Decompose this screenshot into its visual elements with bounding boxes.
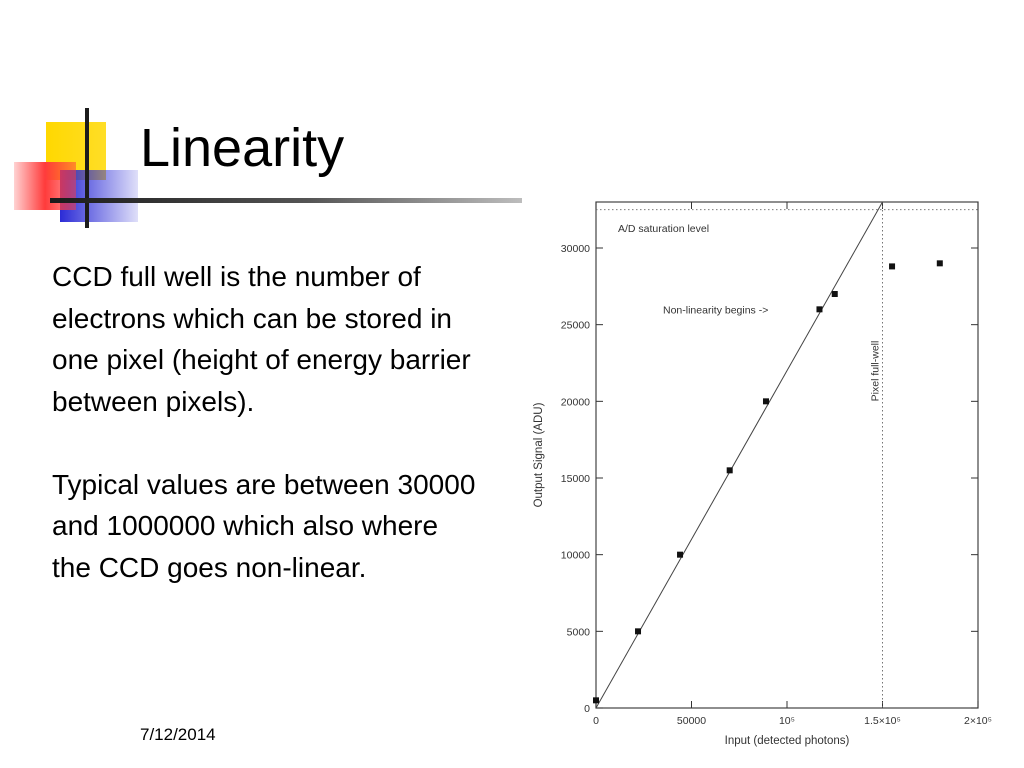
- y-tick-label: 5000: [567, 626, 591, 638]
- y-tick-label: 20000: [561, 396, 590, 408]
- y-tick-label: 25000: [561, 320, 590, 332]
- data-point: [936, 260, 943, 267]
- plot-frame: [595, 201, 979, 709]
- paragraph-typical-values: Typical values are between 30000 and 100…: [52, 468, 476, 583]
- y-tick-label: 0: [584, 703, 590, 715]
- x-tick-label: 50000: [677, 715, 706, 727]
- x-axis-label: Input (detected photons): [725, 735, 850, 747]
- data-point: [831, 291, 838, 297]
- slide-body: CCD full well is the number of electrons…: [52, 256, 482, 588]
- x-tick-label: 10⁵: [779, 715, 795, 727]
- slide-date: 7/12/2014: [140, 725, 216, 744]
- slide-title: Linearity: [140, 118, 345, 178]
- fit-line: [595, 201, 883, 709]
- title-decoration: [14, 108, 138, 228]
- vertical-bar: [85, 108, 89, 228]
- y-axis-label: Output Signal (ADU): [533, 402, 545, 507]
- data-point: [816, 306, 823, 313]
- data-point: [726, 467, 733, 474]
- x-tick-label: 0: [593, 715, 599, 727]
- linearity-plot: 0 5000 10000 15000 20000 25000 30000 0 50000 10⁵ 1…: [533, 201, 992, 747]
- data-point: [677, 551, 684, 558]
- saturation-label: A/D saturation level: [618, 223, 709, 235]
- y-tick-label: 15000: [561, 473, 590, 485]
- nonlinearity-label: Non-linearity begins ->: [663, 304, 768, 316]
- data-point: [762, 398, 769, 405]
- paragraph-full-well: CCD full well is the number of electrons…: [52, 261, 471, 417]
- data-point: [635, 628, 642, 635]
- y-tick-label: 10000: [561, 550, 590, 562]
- x-tick-label: 2×10⁵: [964, 715, 992, 727]
- y-tick-label: 30000: [561, 243, 590, 255]
- full-well-label: Pixel full-well: [870, 341, 882, 402]
- data-point: [889, 263, 896, 270]
- title-underline: [50, 198, 522, 203]
- x-tick-label: 1.5×10⁵: [864, 715, 901, 727]
- data-point: [593, 697, 599, 704]
